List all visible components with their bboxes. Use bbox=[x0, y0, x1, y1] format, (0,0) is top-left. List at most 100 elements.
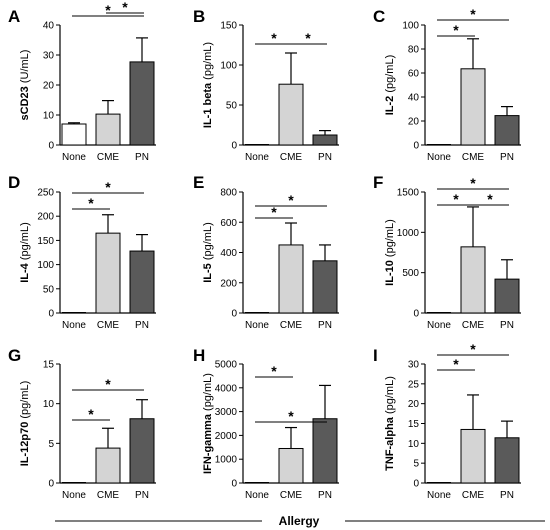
bar-pn bbox=[312, 134, 338, 146]
panel-label: H bbox=[193, 346, 205, 365]
panel-label: E bbox=[193, 173, 204, 192]
y-tick-label: 5 bbox=[413, 459, 419, 470]
y-axis-label-part: (pg/mL) bbox=[19, 222, 31, 263]
y-tick-label: 20 bbox=[43, 81, 55, 92]
y-axis-label: TNF-alpha (pg/mL) bbox=[384, 376, 396, 471]
y-tick-label: 100 bbox=[37, 260, 54, 271]
significance-star: * bbox=[122, 0, 128, 15]
y-tick-label: 150 bbox=[37, 236, 54, 247]
panel-d: D IL-4 (pg/mL) 0 50 100 150 200 250 None CME PN * * bbox=[8, 173, 156, 331]
x-tick-label: None bbox=[245, 490, 269, 501]
y-tick-label: 1000 bbox=[215, 455, 238, 466]
y-axis-label: IL-5 (pg/mL) bbox=[202, 222, 214, 283]
y-tick-label: 500 bbox=[402, 268, 419, 279]
y-tick-label: 15 bbox=[43, 360, 55, 371]
y-axis-label-part: (pg/mL) bbox=[19, 381, 31, 422]
y-tick-label: 20 bbox=[408, 399, 420, 410]
y-tick-label: 4000 bbox=[215, 383, 238, 394]
bar-cme bbox=[278, 83, 304, 146]
y-tick-label: 800 bbox=[220, 188, 237, 199]
significance-star: * bbox=[453, 191, 459, 207]
panel-label: A bbox=[8, 7, 20, 26]
x-tick-label: None bbox=[427, 320, 451, 331]
significance-star: * bbox=[487, 191, 493, 207]
bar-cme bbox=[460, 246, 486, 314]
y-tick-label: 0 bbox=[231, 141, 237, 152]
significance-star: * bbox=[470, 341, 476, 357]
significance-star: * bbox=[105, 179, 111, 195]
panel-label: F bbox=[373, 173, 383, 192]
significance-star: * bbox=[271, 204, 277, 220]
x-tick-label: None bbox=[427, 490, 451, 501]
y-tick-label: 5000 bbox=[215, 360, 238, 371]
x-tick-label: PN bbox=[500, 152, 514, 163]
y-axis-label-part: TNF-alpha bbox=[384, 416, 396, 471]
y-tick-label: 80 bbox=[408, 45, 420, 56]
y-axis-label-part: IL-1 beta bbox=[202, 82, 214, 128]
y-tick-label: 0 bbox=[413, 141, 419, 152]
y-tick-label: 15 bbox=[408, 419, 420, 430]
significance-star: * bbox=[105, 2, 111, 18]
y-axis-label-part: IL-4 bbox=[19, 262, 31, 282]
bar-cme bbox=[460, 68, 486, 146]
panel-h: H IFN-gamma (pg/mL) 0 1000 2000 3000 4000 5000 N… bbox=[193, 346, 339, 501]
y-axis-label-part: (pg/mL) bbox=[384, 219, 396, 260]
x-tick-label: None bbox=[62, 490, 86, 501]
bar-pn bbox=[494, 437, 520, 484]
bar-pn bbox=[129, 61, 155, 146]
y-axis-label-part: (pg/mL) bbox=[384, 55, 396, 96]
y-tick-label: 2000 bbox=[215, 431, 238, 442]
y-tick-label: 10 bbox=[43, 399, 55, 410]
y-axis-label-part: (U/mL) bbox=[19, 50, 31, 87]
panel-label: C bbox=[373, 7, 385, 26]
y-axis-label: IL-1 beta (pg/mL) bbox=[202, 42, 214, 128]
bar-pn bbox=[312, 260, 338, 314]
footer-label: Allergy bbox=[279, 514, 320, 528]
x-tick-label: None bbox=[62, 152, 86, 163]
y-tick-label: 60 bbox=[408, 69, 420, 80]
x-tick-label: CME bbox=[97, 320, 120, 331]
x-tick-label: PN bbox=[500, 490, 514, 501]
significance-star: * bbox=[271, 363, 277, 379]
y-tick-label: 600 bbox=[220, 218, 237, 229]
y-tick-label: 250 bbox=[37, 188, 54, 199]
x-tick-label: CME bbox=[280, 152, 303, 163]
panel-label: D bbox=[8, 173, 20, 192]
panel-f: F IL-10 (pg/mL) 0 500 1000 1500 None CME PN * * * bbox=[373, 173, 521, 331]
y-axis-label: IL-10 (pg/mL) bbox=[384, 219, 396, 286]
y-tick-label: 10 bbox=[43, 111, 55, 122]
x-tick-label: None bbox=[62, 320, 86, 331]
x-tick-label: None bbox=[245, 320, 269, 331]
bar-pn bbox=[494, 115, 520, 146]
y-axis-label: sCD23 (U/mL) bbox=[19, 50, 31, 121]
bar-pn bbox=[494, 278, 520, 314]
y-tick-label: 0 bbox=[48, 141, 54, 152]
panel-label: B bbox=[193, 7, 205, 26]
y-axis-label-part: IFN-gamma bbox=[202, 413, 214, 474]
significance-star: * bbox=[88, 406, 94, 422]
panel-label: I bbox=[373, 346, 378, 365]
y-tick-label: 50 bbox=[226, 101, 238, 112]
x-tick-label: PN bbox=[135, 152, 149, 163]
y-tick-label: 40 bbox=[408, 93, 420, 104]
y-tick-label: 0 bbox=[413, 479, 419, 490]
x-tick-label: PN bbox=[135, 490, 149, 501]
y-axis-label-part: (pg/mL) bbox=[202, 222, 214, 263]
x-tick-label: CME bbox=[97, 152, 120, 163]
panel-b: B IL-1 beta (pg/mL) 0 50 100 150 None CME PN * * bbox=[193, 7, 339, 163]
y-tick-label: 0 bbox=[413, 309, 419, 320]
y-tick-label: 100 bbox=[220, 61, 237, 72]
x-tick-label: None bbox=[427, 152, 451, 163]
y-axis-label-part: IL-5 bbox=[202, 263, 214, 283]
bar-cme bbox=[95, 113, 121, 146]
y-tick-label: 5 bbox=[48, 439, 54, 450]
significance-star: * bbox=[88, 195, 94, 211]
bar-pn bbox=[312, 418, 338, 484]
y-tick-label: 3000 bbox=[215, 407, 238, 418]
y-axis-label: IFN-gamma (pg/mL) bbox=[202, 373, 214, 474]
x-tick-label: PN bbox=[318, 152, 332, 163]
y-tick-label: 30 bbox=[408, 360, 420, 371]
bar-cme bbox=[95, 447, 121, 484]
